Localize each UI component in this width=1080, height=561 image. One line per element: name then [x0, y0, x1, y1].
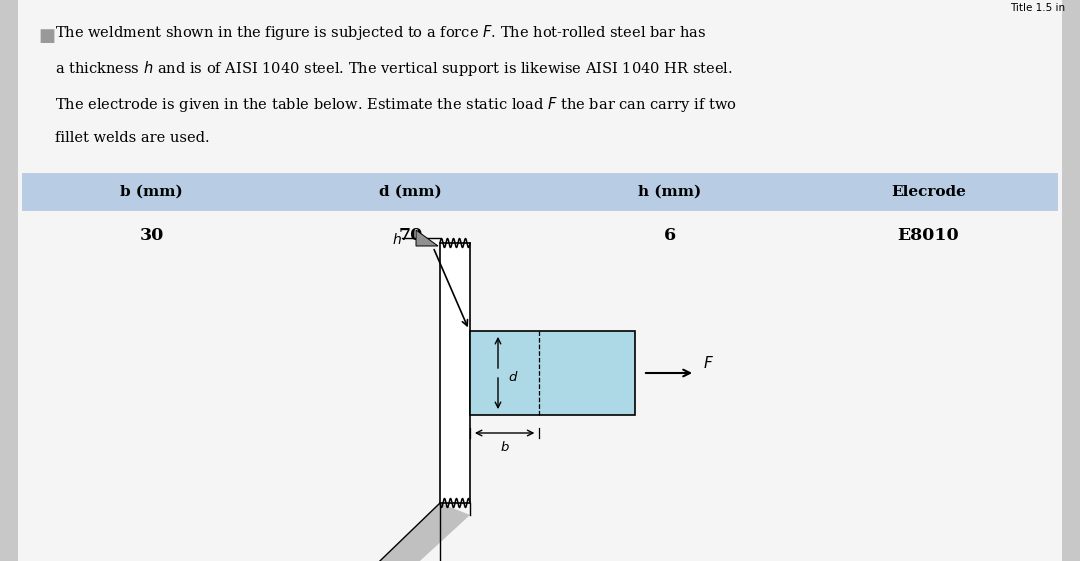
- Text: fillet welds are used.: fillet welds are used.: [55, 131, 210, 145]
- Polygon shape: [416, 230, 438, 246]
- Text: Elecrode: Elecrode: [891, 185, 966, 199]
- Bar: [22, 173, 1058, 211]
- Text: 70: 70: [399, 227, 422, 244]
- Bar: [470, 331, 635, 415]
- Text: 30: 30: [139, 227, 164, 244]
- Text: The electrode is given in the table below. Estimate the static load $F$ the bar : The electrode is given in the table belo…: [55, 95, 737, 114]
- Text: $h$: $h$: [392, 232, 402, 246]
- Text: $d$: $d$: [508, 370, 518, 384]
- Text: h (mm): h (mm): [638, 185, 701, 199]
- Text: $b$: $b$: [500, 440, 510, 454]
- Text: E8010: E8010: [897, 227, 959, 244]
- Text: d (mm): d (mm): [379, 185, 442, 199]
- Text: b (mm): b (mm): [120, 185, 183, 199]
- Text: The weldment shown in the figure is subjected to a force $F$. The hot-rolled ste: The weldment shown in the figure is subj…: [55, 23, 706, 42]
- Polygon shape: [355, 503, 470, 561]
- Text: 6: 6: [663, 227, 676, 244]
- Text: a thickness $h$ and is of AISI 1040 steel. The vertical support is likewise AISI: a thickness $h$ and is of AISI 1040 stee…: [55, 59, 732, 78]
- Text: ■: ■: [38, 27, 55, 45]
- Bar: [440, 243, 470, 503]
- Text: Title 1.5 in: Title 1.5 in: [1010, 3, 1065, 13]
- Text: $F$: $F$: [703, 355, 714, 371]
